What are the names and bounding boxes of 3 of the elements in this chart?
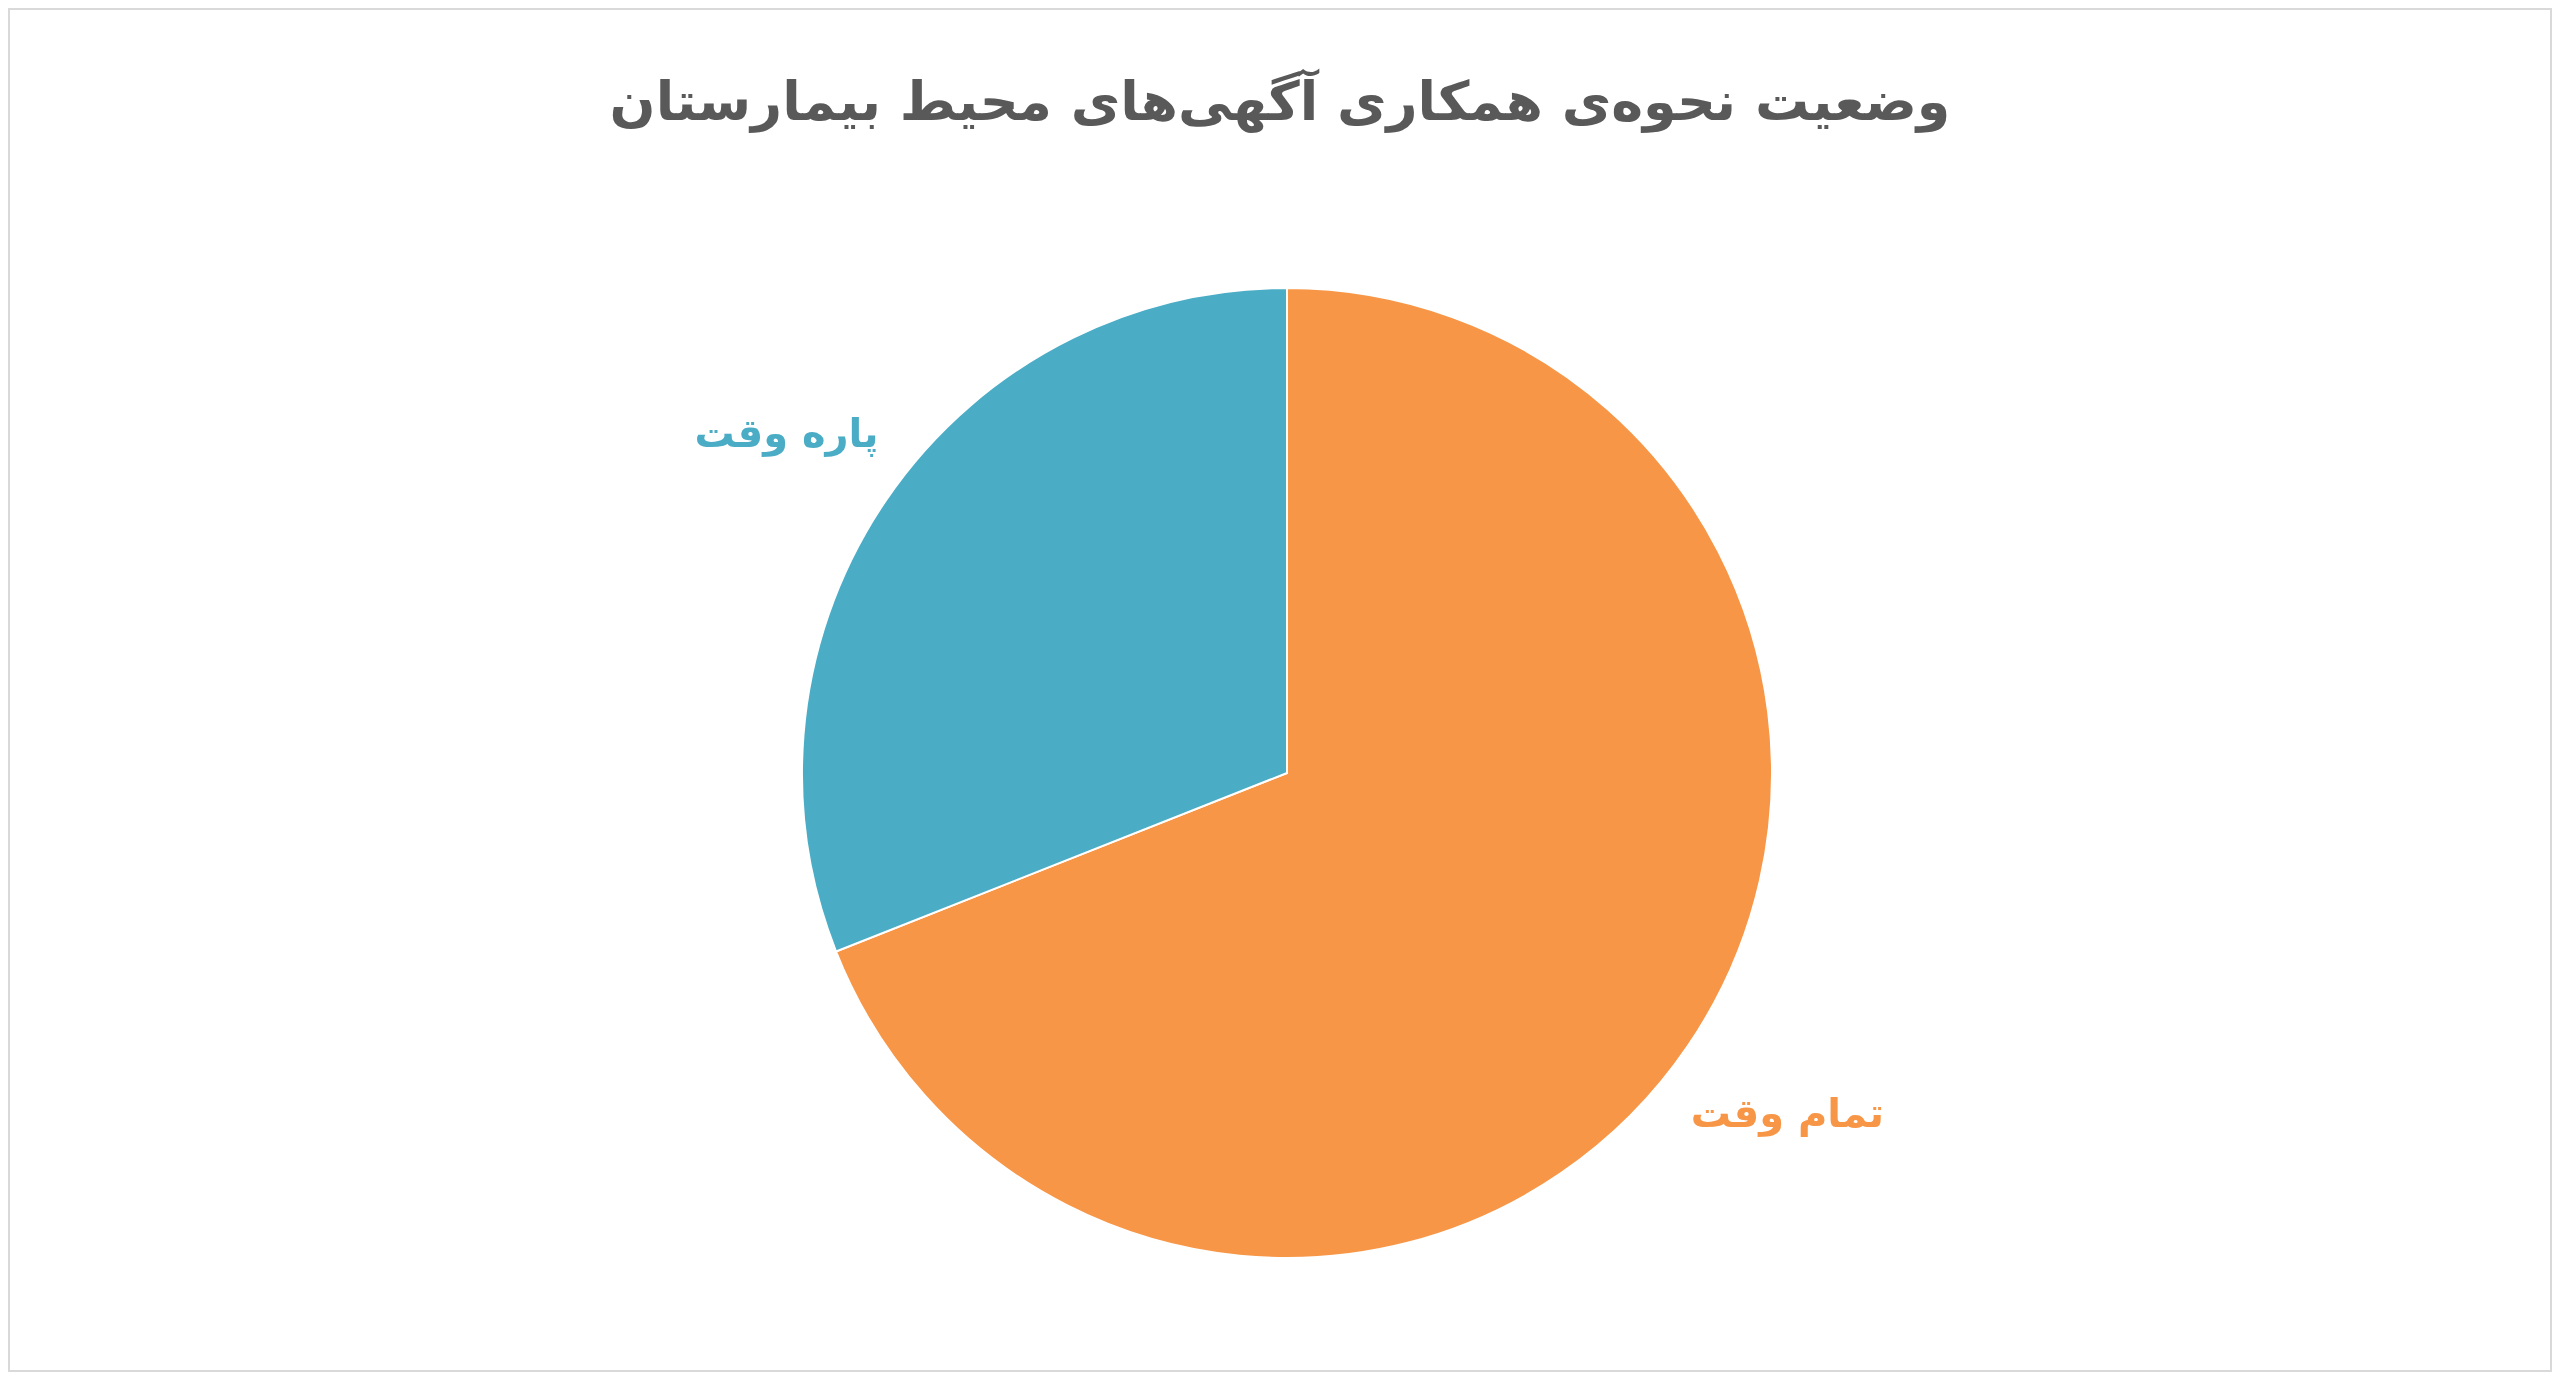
slice-label: پاره وقت <box>694 409 879 457</box>
chart-title: وضعیت نحوه‌ی همکاری آگهی‌های محیط بیمارستان <box>608 70 1952 133</box>
slice-label: تمام وقت <box>1690 1090 1885 1138</box>
